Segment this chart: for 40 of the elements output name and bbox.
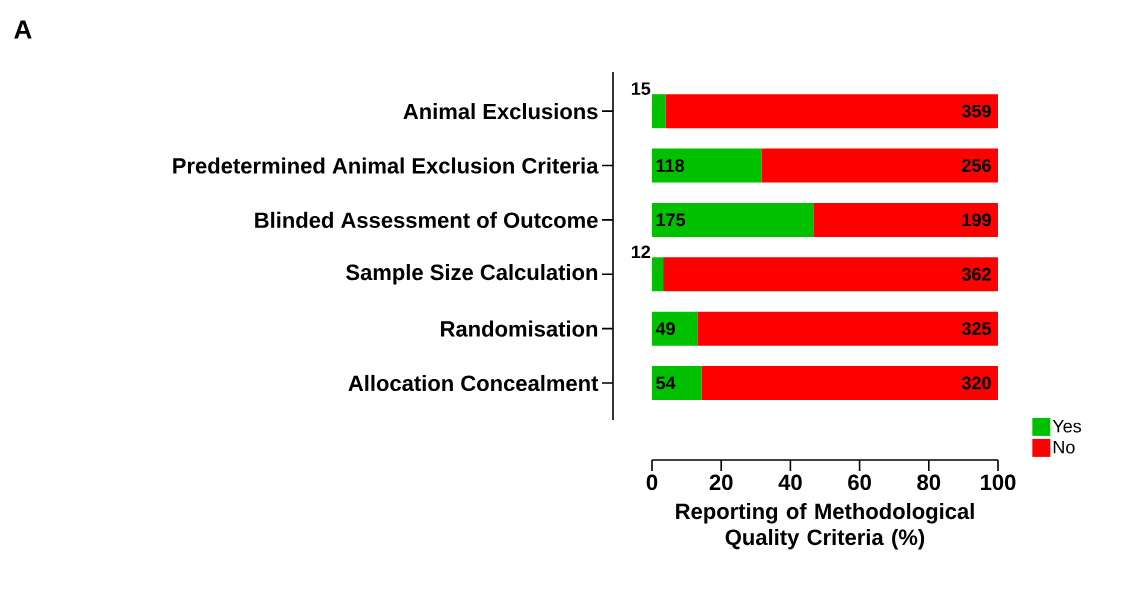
- annotation: 325: [961, 322, 991, 336]
- annotation: 12: [631, 245, 651, 259]
- x-tick-label: 80: [917, 474, 941, 491]
- y-tick-label: Predetermined Animal Exclusion Criteria: [173, 157, 599, 174]
- x-tick-label: 0: [646, 474, 658, 491]
- y-tick-label: Randomisation: [441, 320, 598, 337]
- x-tick-label: 20: [709, 474, 733, 491]
- bar: [761, 148, 998, 183]
- x-axis-title: Reporting of Methodological Quality Criteria (%): [676, 502, 974, 550]
- legend-label: Yes: [1052, 419, 1082, 433]
- annotation: 199: [962, 213, 991, 227]
- bar: [701, 366, 998, 401]
- bar: [652, 311, 698, 346]
- annotation: 320: [961, 376, 991, 390]
- bar: [652, 94, 666, 129]
- y-tick-label: Sample Size Calculation: [346, 264, 598, 285]
- bar: [813, 202, 998, 237]
- annotation: 359: [961, 104, 991, 118]
- x-tick-label: 60: [848, 474, 871, 491]
- bar: [652, 148, 762, 183]
- annotation: 256: [962, 159, 991, 172]
- x-tick-label: 40: [778, 474, 802, 491]
- y-tick-label: Blinded Assessment of Outcome: [255, 211, 598, 228]
- y-tick-label: Allocation Concealment: [348, 374, 599, 392]
- annotation: 54: [656, 376, 676, 390]
- annotation: 118: [656, 159, 685, 172]
- bar: [652, 202, 814, 237]
- legend-label: No: [1053, 440, 1075, 454]
- y-tick-label: Animal Exclusions: [403, 103, 598, 120]
- bar: [665, 94, 998, 129]
- annotation: 362: [961, 267, 991, 281]
- text: A: [14, 20, 32, 39]
- annotation: 49: [655, 322, 675, 336]
- x-tick-label: 100: [981, 474, 1016, 491]
- bar: [652, 366, 702, 401]
- annotation: 175: [656, 213, 686, 227]
- annotation: 15: [631, 82, 651, 95]
- bar: [697, 311, 998, 346]
- bar: [663, 257, 998, 292]
- bar: [652, 257, 664, 292]
